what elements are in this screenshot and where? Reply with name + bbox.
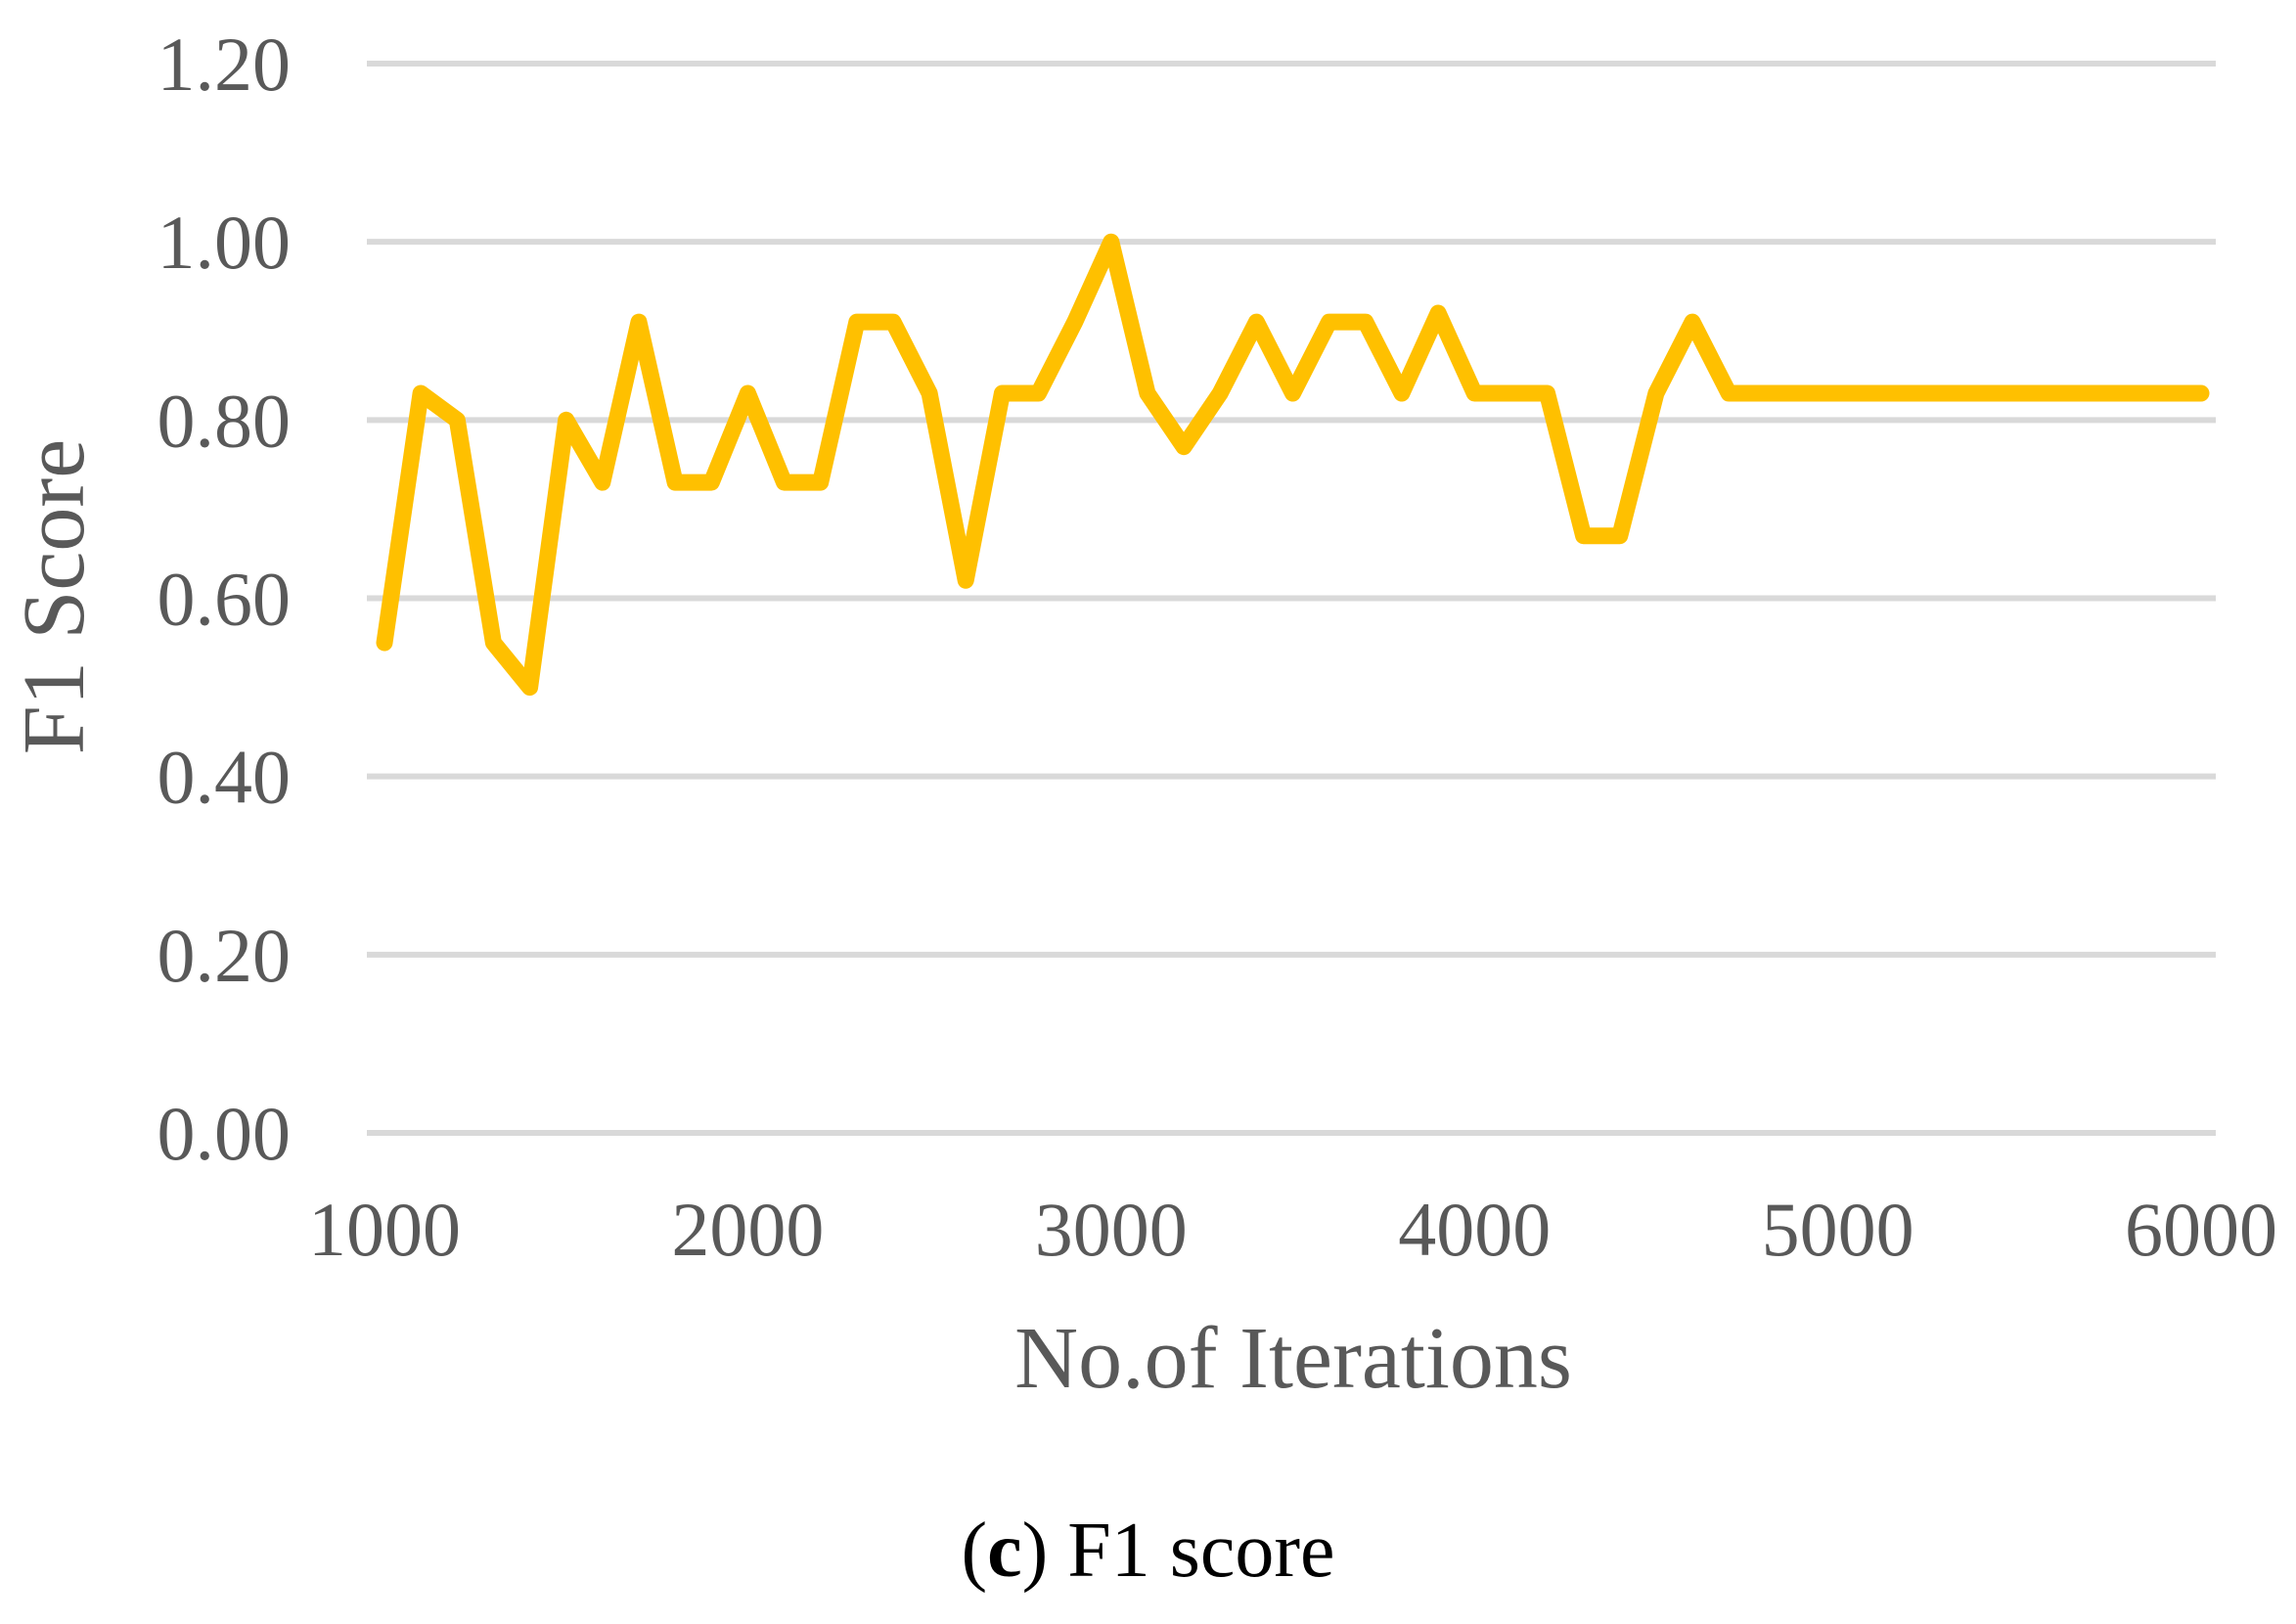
x-tick-label: 5000: [1762, 1187, 1914, 1272]
y-tick-label: 0.40: [158, 735, 292, 820]
x-tick-label: 3000: [1035, 1187, 1188, 1272]
x-axis-tick-labels: 1000 2000 3000 4000 5000 6000: [308, 1187, 2277, 1272]
y-tick-label: 0.80: [158, 378, 292, 463]
gridlines: [367, 61, 2216, 1136]
y-tick-label: 0.60: [158, 557, 292, 642]
caption-close-paren: ): [1021, 1508, 1049, 1594]
x-tick-label: 2000: [671, 1187, 824, 1272]
caption-open-paren: (: [961, 1508, 988, 1594]
y-tick-label: 1.00: [158, 200, 292, 285]
y-tick-label: 0.00: [158, 1091, 292, 1176]
series-layer: [376, 233, 2210, 697]
x-tick-label: 4000: [1398, 1187, 1551, 1272]
y-tick-label: 1.20: [158, 22, 292, 107]
x-tick-label: 6000: [2125, 1187, 2277, 1272]
caption-panel-letter: c: [987, 1508, 1022, 1594]
y-tick-label: 0.20: [158, 913, 292, 998]
series-line: [376, 233, 2210, 697]
x-axis-title: No.of Iterations: [1014, 1310, 1572, 1407]
x-tick-label: 1000: [308, 1187, 461, 1272]
y-axis-tick-labels: 0.00 0.20 0.40 0.60 0.80 1.00 1.20: [158, 22, 292, 1176]
figure-caption: (c) F1 score: [0, 1511, 2296, 1590]
caption-text: F1 score: [1048, 1508, 1335, 1594]
y-axis-title: F1 Score: [6, 439, 103, 754]
